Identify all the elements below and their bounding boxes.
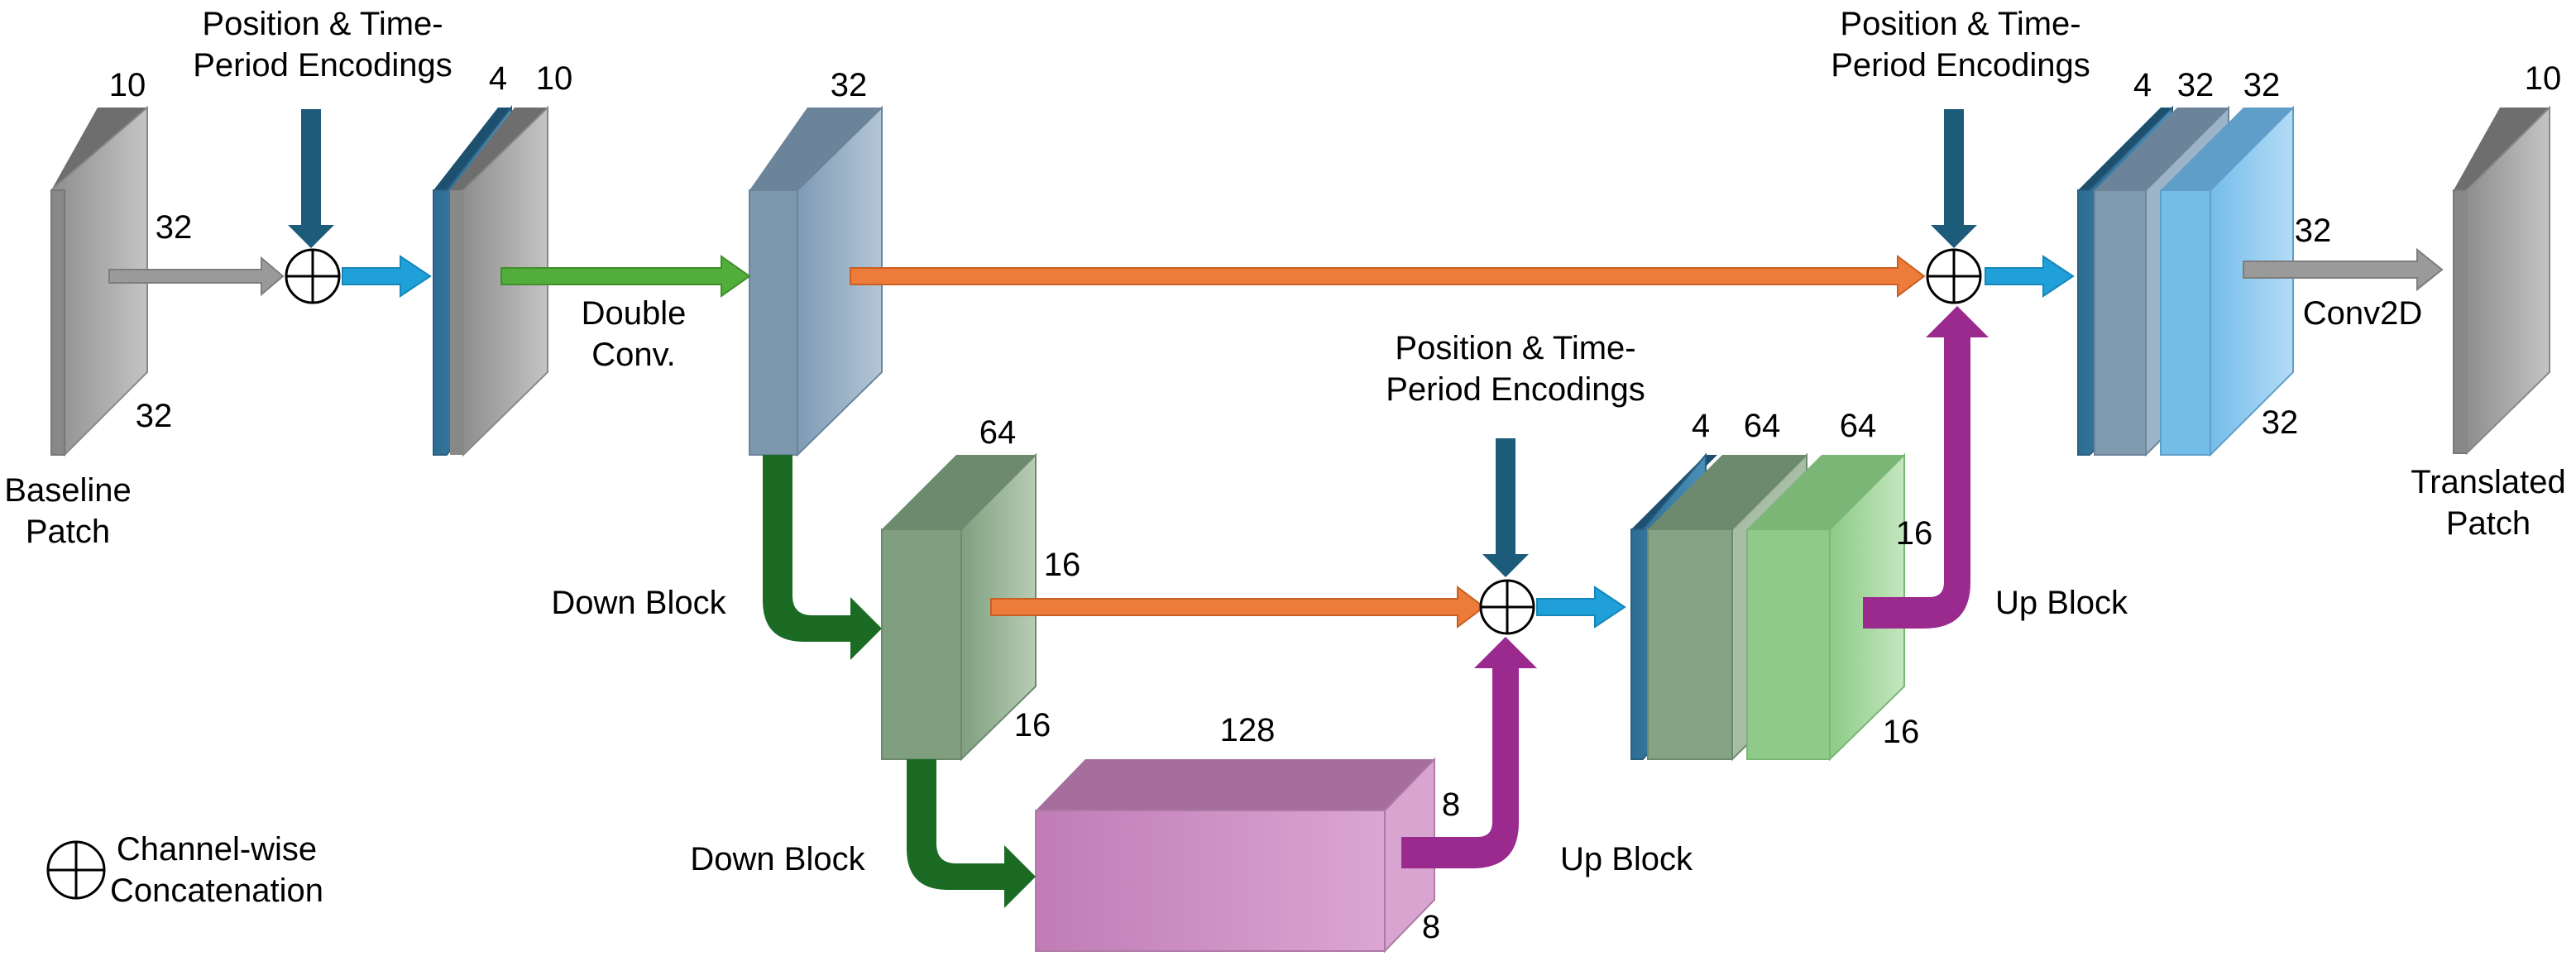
legend-concat-symbol (48, 842, 104, 898)
translated-label-line1: Translated (2411, 464, 2566, 500)
double-conv-label-line2: Conv. (591, 337, 676, 373)
dim-up2-height: 32 (2262, 404, 2299, 441)
pos-enc-label-3-line1: Position & Time- (1840, 6, 2080, 42)
down-block-label-1: Down Block (551, 585, 726, 621)
pos-enc-label-1-line2: Period Encodings (193, 47, 452, 84)
encoding-arrow-3 (1931, 109, 1977, 248)
dim-up2-skip-channels: 32 (2177, 67, 2214, 103)
dim-baseline-width: 32 (156, 209, 193, 246)
concat-arrow-3 (1985, 256, 2073, 296)
dim-up2-enc-channels: 4 (2133, 67, 2152, 103)
double-conv-label-line1: Double (582, 295, 687, 332)
dim-up1-skip-channels: 64 (1744, 408, 1781, 444)
baseline-label-line2: Patch (26, 514, 110, 550)
dim-enc1-stack-channels: 10 (536, 60, 573, 97)
dim-baseline-height: 32 (136, 398, 173, 434)
dim-up1-width: 16 (1896, 515, 1933, 552)
concat-symbol-3 (1927, 250, 1980, 303)
dim-output-width: 32 (2295, 213, 2332, 249)
dim-up1-enc-channels: 4 (1692, 408, 1710, 444)
dim-output-channels: 10 (2525, 60, 2562, 97)
dim-db1-height: 16 (1014, 707, 1051, 743)
concat-arrow-1 (342, 256, 430, 296)
baseline-label-line1: Baseline (4, 472, 131, 509)
dim-db1-channels: 64 (979, 414, 1017, 451)
translated-label-line2: Patch (2446, 505, 2531, 542)
dim-bottleneck-channels: 128 (1220, 712, 1276, 748)
dim-enc1-channels: 4 (489, 60, 507, 97)
down-arrow-2 (907, 759, 1036, 908)
dim-up1-out-channels: 64 (1840, 408, 1877, 444)
pos-enc-label-1-line1: Position & Time- (202, 6, 443, 42)
pos-enc-label-2-line2: Period Encodings (1386, 371, 1645, 408)
skip-arrow-top (850, 256, 1924, 296)
down-block-label-2: Down Block (690, 841, 865, 877)
bottleneck-block (1036, 759, 1434, 951)
up-block-label-2: Up Block (1995, 585, 2128, 621)
encoding-arrow-2 (1482, 438, 1529, 577)
dim-db1-width: 16 (1044, 547, 1081, 583)
dim-dc-channels: 32 (831, 67, 868, 103)
concat-symbol-1 (286, 250, 339, 303)
concat-arrow-2 (1537, 587, 1625, 627)
dim-up2-out-channels: 32 (2243, 67, 2281, 103)
up-block-2-stack (2078, 108, 2293, 455)
translated-patch-block (2454, 108, 2550, 453)
dim-bottleneck-height: 8 (1422, 909, 1440, 945)
encoding-arrow-1 (288, 109, 334, 248)
pos-enc-label-2-line1: Position & Time- (1395, 330, 1635, 366)
dim-bottleneck-width: 8 (1442, 786, 1460, 823)
pos-enc-label-3-line2: Period Encodings (1831, 47, 2090, 84)
up-block-label-1: Up Block (1560, 841, 1693, 877)
legend-label-line2: Concatenation (110, 873, 323, 909)
conv2d-label: Conv2D (2303, 295, 2423, 332)
dim-baseline-channels: 10 (109, 67, 146, 103)
concat-symbol-2 (1481, 581, 1534, 633)
legend-label-line1: Channel-wise (117, 831, 317, 868)
down-arrow-1 (763, 455, 882, 660)
skip-arrow-middle (991, 587, 1484, 627)
dim-up1-height: 16 (1883, 714, 1920, 750)
